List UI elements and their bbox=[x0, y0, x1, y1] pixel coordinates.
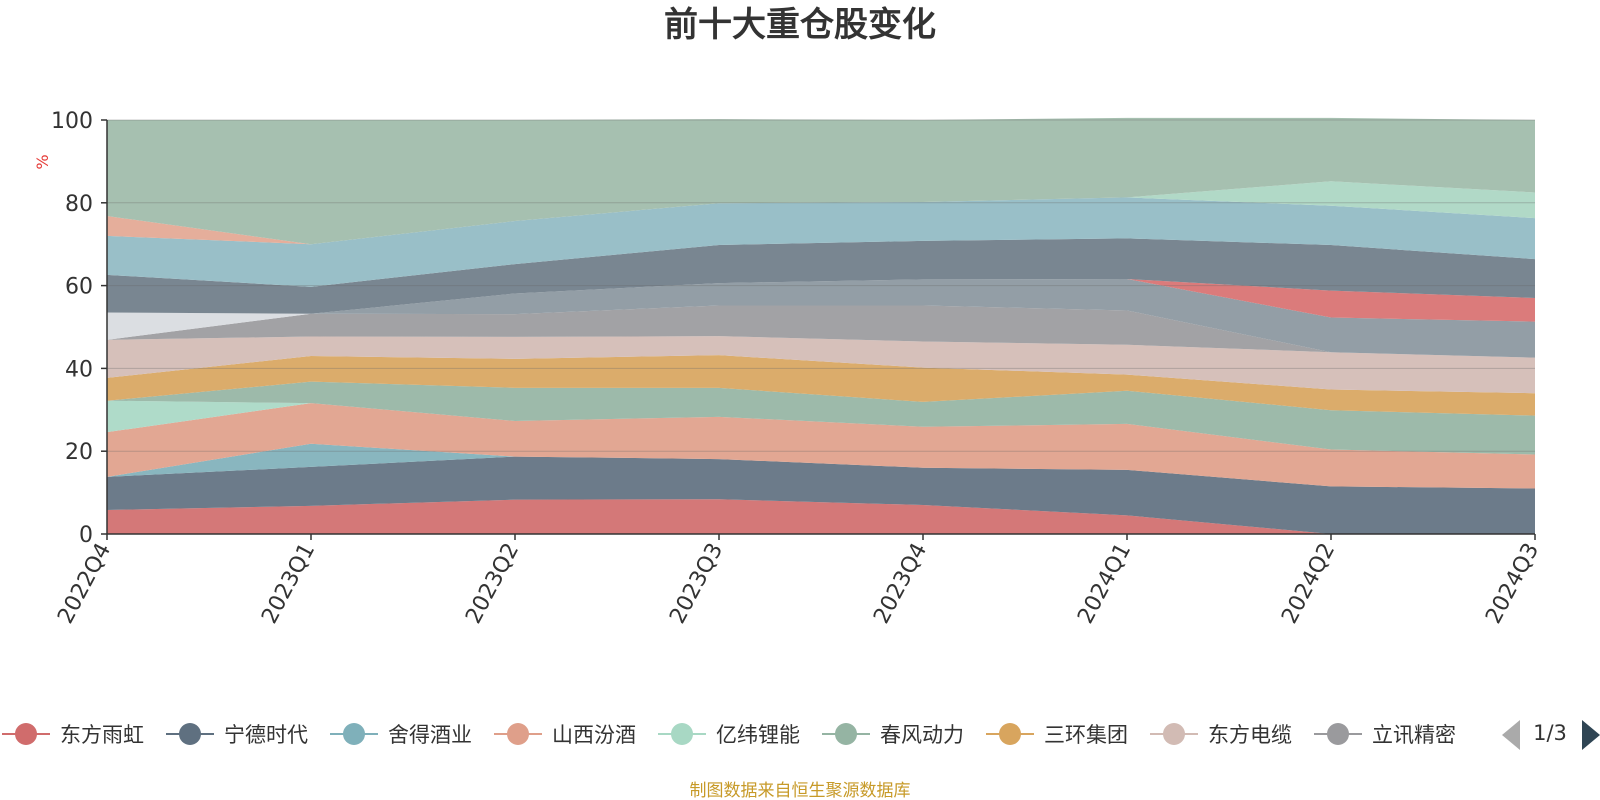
legend-marker-icon bbox=[343, 723, 365, 745]
legend-item-3[interactable]: 山西汾酒 bbox=[494, 723, 636, 747]
x-tick-label-6: 2024Q2 bbox=[1277, 539, 1340, 628]
area-series-5 bbox=[107, 381, 1535, 455]
legend-label: 立讯精密 bbox=[1372, 723, 1456, 747]
legend-item-4[interactable]: 亿纬锂能 bbox=[658, 723, 800, 747]
area-layers bbox=[107, 117, 1535, 534]
legend-item-2[interactable]: 舍得酒业 bbox=[330, 723, 472, 747]
legend-marker-icon bbox=[179, 723, 201, 745]
x-tick-label-1: 2023Q1 bbox=[257, 539, 320, 628]
legend-marker-icon bbox=[15, 723, 37, 745]
area-series-14 bbox=[107, 197, 1535, 245]
legend-marker-icon bbox=[671, 723, 693, 745]
area-series-4 bbox=[107, 400, 1535, 455]
x-tick-label-7: 2024Q3 bbox=[1481, 539, 1544, 628]
area-series-13 bbox=[107, 197, 1535, 287]
chart-title: 前十大重仓股变化 bbox=[664, 5, 936, 45]
area-series-3 bbox=[107, 403, 1535, 489]
legend-label: 三环集团 bbox=[1044, 723, 1128, 747]
x-tick-label-4: 2023Q4 bbox=[869, 539, 932, 628]
area-series-8 bbox=[107, 305, 1535, 358]
legend[interactable]: 东方雨虹 宁德时代 舍得酒业 山西汾酒 亿纬锂能 春风动力 三环集团 东方电缆 立讯精密 bbox=[2, 723, 1456, 747]
legend-prev-icon[interactable] bbox=[1502, 720, 1520, 750]
legend-marker-icon bbox=[1163, 723, 1185, 745]
area-series-2 bbox=[107, 443, 1535, 489]
legend-label: 亿纬锂能 bbox=[716, 723, 800, 747]
x-tick-label-2: 2023Q2 bbox=[461, 539, 524, 628]
y-tick-label-4: 80 bbox=[65, 192, 93, 217]
area-series-1 bbox=[107, 456, 1535, 534]
area-series-9 bbox=[107, 278, 1535, 358]
x-tick-label-0: 2022Q4 bbox=[53, 539, 116, 628]
y-tick-label-5: 100 bbox=[51, 109, 93, 134]
y-axis-unit: % bbox=[33, 154, 52, 169]
legend-item-8[interactable]: 立讯精密 bbox=[1314, 723, 1456, 747]
x-tick-label-3: 2023Q3 bbox=[665, 539, 728, 628]
legend-label: 东方雨虹 bbox=[60, 723, 144, 747]
area-series-15 bbox=[107, 181, 1535, 245]
y-tick-label-0: 0 bbox=[79, 523, 93, 548]
legend-item-6[interactable]: 三环集团 bbox=[986, 723, 1128, 747]
data-source-note: 制图数据来自恒生聚源数据库 bbox=[690, 781, 911, 800]
area-series-0 bbox=[107, 499, 1535, 534]
legend-label: 东方电缆 bbox=[1208, 723, 1292, 747]
legend-item-0[interactable]: 东方雨虹 bbox=[2, 723, 144, 747]
legend-label: 舍得酒业 bbox=[388, 723, 472, 747]
x-tick-label-5: 2024Q1 bbox=[1073, 539, 1136, 628]
y-tick-label-3: 60 bbox=[65, 275, 93, 300]
area-series-12 bbox=[107, 238, 1535, 314]
legend-marker-icon bbox=[1327, 723, 1349, 745]
legend-marker-icon bbox=[507, 723, 529, 745]
legend-next-icon[interactable] bbox=[1582, 720, 1600, 750]
y-tick-label-2: 40 bbox=[65, 357, 93, 382]
legend-item-7[interactable]: 东方电缆 bbox=[1150, 723, 1292, 747]
area-series-16 bbox=[107, 117, 1535, 245]
legend-item-5[interactable]: 春风动力 bbox=[822, 723, 964, 747]
y-tick-label-1: 20 bbox=[65, 440, 93, 465]
legend-pager[interactable]: 1/3 bbox=[1502, 720, 1600, 750]
legend-item-1[interactable]: 宁德时代 bbox=[166, 723, 308, 747]
legend-label: 宁德时代 bbox=[224, 723, 308, 747]
area-series-6 bbox=[107, 355, 1535, 416]
legend-label: 春风动力 bbox=[880, 723, 964, 747]
grid-lines bbox=[107, 119, 1535, 452]
legend-page-indicator: 1/3 bbox=[1533, 721, 1567, 745]
legend-marker-icon bbox=[999, 723, 1021, 745]
legend-marker-icon bbox=[835, 723, 857, 745]
area-series-7 bbox=[107, 336, 1535, 394]
legend-label: 山西汾酒 bbox=[552, 723, 636, 747]
